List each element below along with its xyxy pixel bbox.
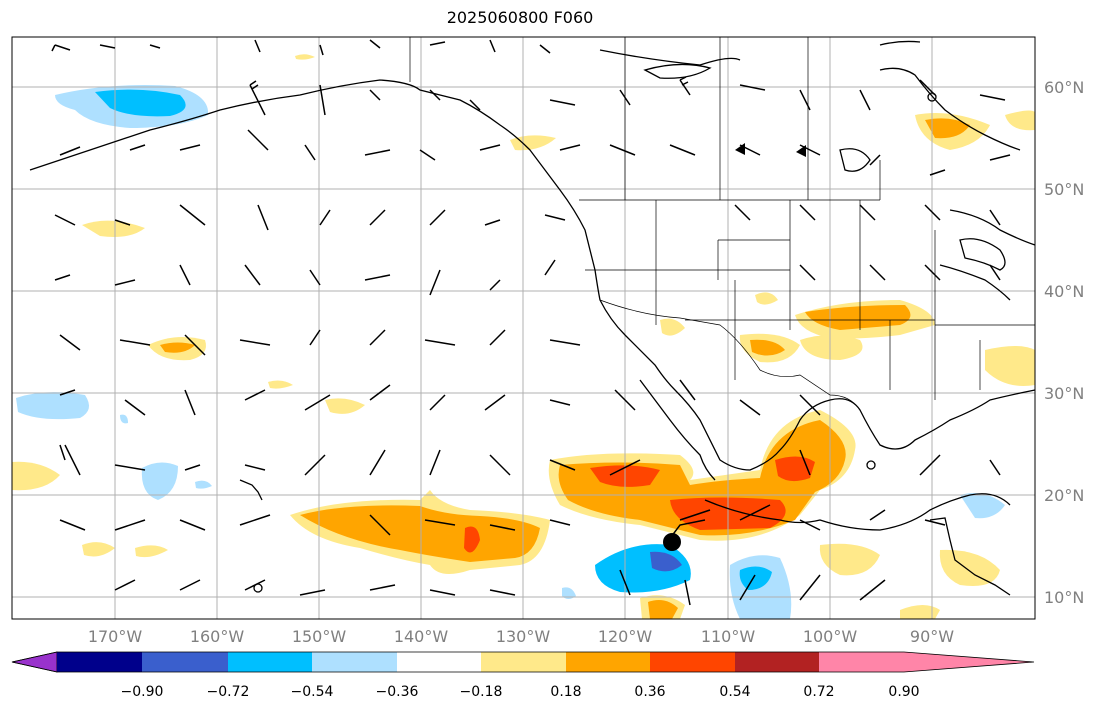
lon-label: 90°W bbox=[910, 627, 954, 646]
latitude-labels: 60°N 50°N 40°N 30°N 20°N 10°N bbox=[1044, 78, 1084, 607]
lon-label: 170°W bbox=[88, 627, 143, 646]
map-title: 2025060800 F060 bbox=[446, 8, 594, 27]
lat-label: 60°N bbox=[1044, 78, 1084, 97]
lat-label: 40°N bbox=[1044, 282, 1084, 301]
lon-label: 100°W bbox=[803, 627, 858, 646]
colorbar-tick-label: −0.36 bbox=[376, 684, 419, 700]
colorbar-tick-label: 0.36 bbox=[634, 684, 665, 700]
longitude-labels: 170°W 160°W 150°W 140°W 130°W 120°W 110°… bbox=[88, 627, 954, 646]
colorbar-segment bbox=[142, 652, 228, 672]
colorbar-segment bbox=[228, 652, 312, 672]
colorbar-segment bbox=[312, 652, 397, 672]
colorbar-tick-label: 0.54 bbox=[719, 684, 750, 700]
wind-flag-icon bbox=[796, 145, 806, 157]
lat-label: 10°N bbox=[1044, 588, 1084, 607]
map-panel bbox=[11, 36, 1036, 620]
colorbar-segment bbox=[819, 652, 904, 672]
colorbar-segment bbox=[566, 652, 650, 672]
lat-label: 30°N bbox=[1044, 384, 1084, 403]
colorbar-tick-label: −0.18 bbox=[460, 684, 503, 700]
lon-label: 120°W bbox=[598, 627, 653, 646]
wind-flag-icon bbox=[735, 143, 745, 155]
colorbar-tick-label: −0.72 bbox=[207, 684, 250, 700]
negative-anomaly-shading bbox=[16, 85, 1005, 619]
colorbar-segment bbox=[57, 652, 142, 672]
lon-label: 140°W bbox=[394, 627, 449, 646]
lon-label: 110°W bbox=[701, 627, 756, 646]
colorbar-tick-label: 0.18 bbox=[550, 684, 581, 700]
colorbar-extend-high bbox=[904, 652, 1034, 672]
colorbar-tick-label: 0.90 bbox=[888, 684, 919, 700]
colorbar-tick-label: 0.72 bbox=[803, 684, 834, 700]
storm-center-marker bbox=[663, 533, 681, 551]
lon-label: 160°W bbox=[190, 627, 245, 646]
lat-label: 20°N bbox=[1044, 486, 1084, 505]
colorbar-tick-label: −0.90 bbox=[121, 684, 164, 700]
colorbar-segment bbox=[650, 652, 735, 672]
political-borders bbox=[409, 37, 1035, 411]
colorbar-segment bbox=[397, 652, 481, 672]
lat-label: 50°N bbox=[1044, 180, 1084, 199]
colorbar: −0.90 −0.72 −0.54 −0.36 −0.18 0.18 0.36 … bbox=[11, 651, 1035, 700]
colorbar-tick-label: −0.54 bbox=[291, 684, 334, 700]
lon-label: 150°W bbox=[292, 627, 347, 646]
colorbar-extend-low bbox=[11, 651, 58, 673]
colorbar-segment bbox=[735, 652, 819, 672]
coastlines bbox=[29, 40, 1036, 596]
wind-barbs bbox=[51, 39, 1011, 606]
colorbar-segment bbox=[481, 652, 566, 672]
lon-label: 130°W bbox=[496, 627, 551, 646]
